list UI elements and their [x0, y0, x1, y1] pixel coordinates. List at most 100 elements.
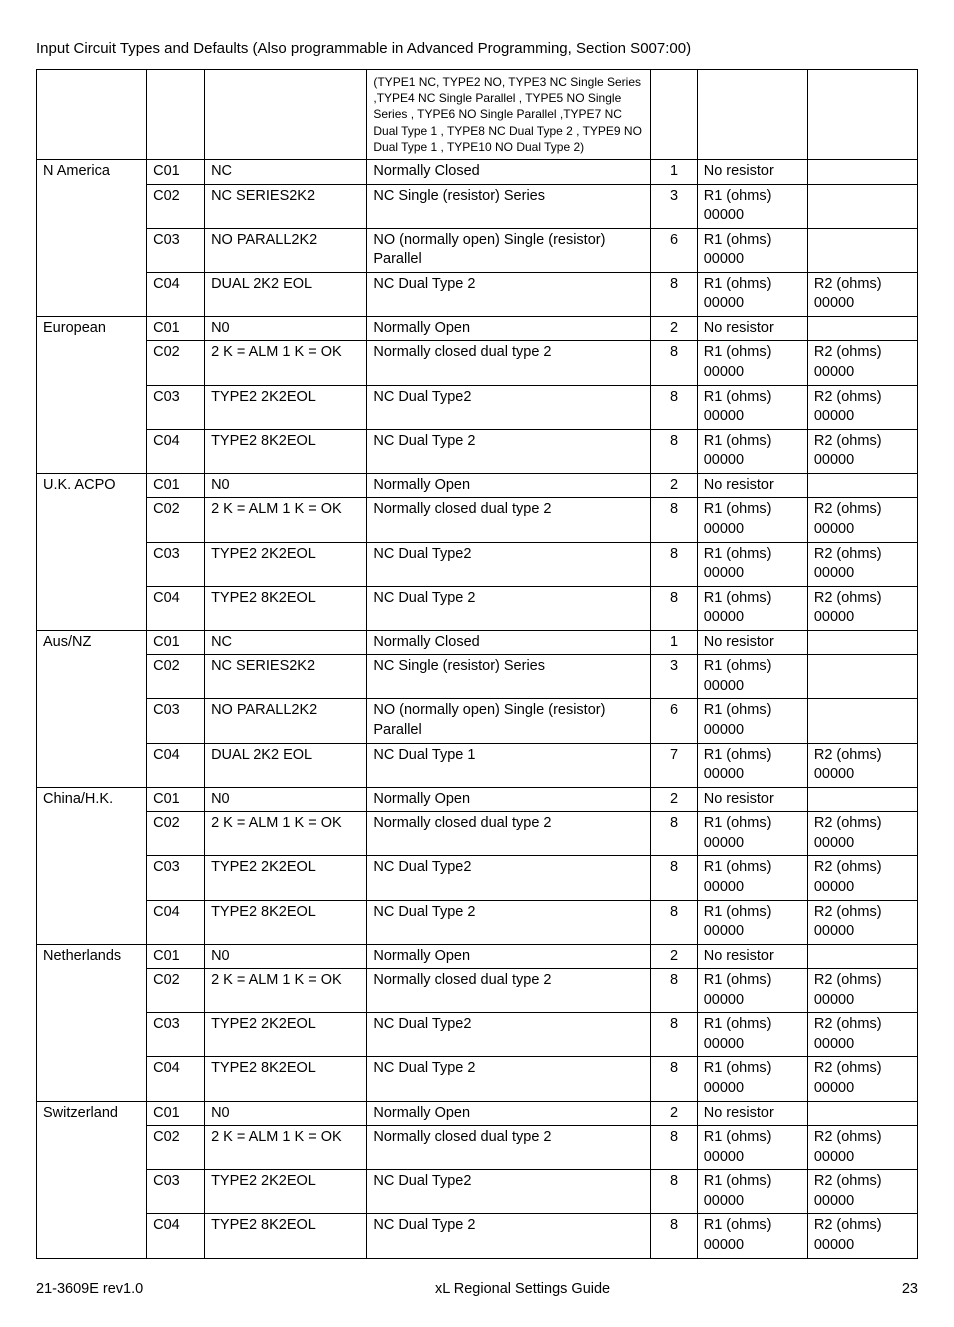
cell-code: C01	[147, 316, 205, 341]
hdr-r2	[807, 70, 917, 160]
cell-short: 2 K = ALM 1 K = OK	[205, 498, 367, 542]
cell-num: 2	[651, 787, 697, 812]
cell-desc: Normally closed dual type 2	[367, 1126, 651, 1170]
cell-r2	[807, 630, 917, 655]
cell-code: C03	[147, 1170, 205, 1214]
cell-short: TYPE2 8K2EOL	[205, 1057, 367, 1101]
cell-r2	[807, 944, 917, 969]
cell-r2: R2 (ohms) 00000	[807, 743, 917, 787]
table-row: C022 K = ALM 1 K = OKNormally closed dua…	[37, 812, 918, 856]
cell-short: N0	[205, 1101, 367, 1126]
table-row: C03TYPE2 2K2EOLNC Dual Type28R1 (ohms) 0…	[37, 1170, 918, 1214]
cell-num: 8	[651, 812, 697, 856]
cell-r1: R1 (ohms) 00000	[697, 699, 807, 743]
cell-short: NC SERIES2K2	[205, 184, 367, 228]
cell-desc: NC Dual Type2	[367, 385, 651, 429]
cell-r1: R1 (ohms) 00000	[697, 856, 807, 900]
cell-num: 8	[651, 1057, 697, 1101]
cell-r2	[807, 787, 917, 812]
cell-code: C01	[147, 1101, 205, 1126]
cell-desc: NC Dual Type2	[367, 542, 651, 586]
hdr-num	[651, 70, 697, 160]
cell-region: U.K. ACPO	[37, 473, 147, 630]
cell-r2: R2 (ohms) 00000	[807, 812, 917, 856]
cell-region: Aus/NZ	[37, 630, 147, 787]
cell-desc: Normally Open	[367, 944, 651, 969]
cell-r1: R1 (ohms) 00000	[697, 498, 807, 542]
cell-short: NO PARALL2K2	[205, 699, 367, 743]
cell-short: TYPE2 8K2EOL	[205, 429, 367, 473]
cell-num: 7	[651, 743, 697, 787]
table-row: C022 K = ALM 1 K = OKNormally closed dua…	[37, 969, 918, 1013]
cell-short: TYPE2 2K2EOL	[205, 542, 367, 586]
cell-desc: Normally Open	[367, 473, 651, 498]
cell-short: DUAL 2K2 EOL	[205, 743, 367, 787]
table-row: C04DUAL 2K2 EOLNC Dual Type 28R1 (ohms) …	[37, 272, 918, 316]
hdr-short	[205, 70, 367, 160]
cell-r1: R1 (ohms) 00000	[697, 272, 807, 316]
cell-code: C04	[147, 429, 205, 473]
cell-r2	[807, 655, 917, 699]
cell-short: N0	[205, 787, 367, 812]
cell-short: TYPE2 8K2EOL	[205, 900, 367, 944]
cell-r1: R1 (ohms) 00000	[697, 586, 807, 630]
cell-r1: R1 (ohms) 00000	[697, 341, 807, 385]
cell-num: 8	[651, 429, 697, 473]
cell-code: C02	[147, 655, 205, 699]
cell-r1: No resistor	[697, 159, 807, 184]
cell-short: 2 K = ALM 1 K = OK	[205, 341, 367, 385]
cell-r2: R2 (ohms) 00000	[807, 272, 917, 316]
cell-code: C03	[147, 228, 205, 272]
cell-num: 8	[651, 856, 697, 900]
table-row: N AmericaC01NCNormally Closed1No resisto…	[37, 159, 918, 184]
cell-desc: NC Dual Type 2	[367, 1214, 651, 1258]
cell-short: DUAL 2K2 EOL	[205, 272, 367, 316]
cell-r1: No resistor	[697, 316, 807, 341]
cell-desc: Normally Closed	[367, 159, 651, 184]
cell-r2: R2 (ohms) 00000	[807, 542, 917, 586]
cell-num: 8	[651, 1170, 697, 1214]
cell-short: 2 K = ALM 1 K = OK	[205, 969, 367, 1013]
cell-code: C03	[147, 699, 205, 743]
footer-left: 21-3609E rev1.0	[36, 1281, 143, 1297]
cell-code: C04	[147, 900, 205, 944]
table-row: C03TYPE2 2K2EOLNC Dual Type28R1 (ohms) 0…	[37, 542, 918, 586]
cell-code: C02	[147, 498, 205, 542]
cell-short: N0	[205, 316, 367, 341]
cell-r1: No resistor	[697, 630, 807, 655]
cell-region: Switzerland	[37, 1101, 147, 1258]
cell-short: 2 K = ALM 1 K = OK	[205, 812, 367, 856]
cell-r2	[807, 228, 917, 272]
table-row: C04TYPE2 8K2EOLNC Dual Type 28R1 (ohms) …	[37, 900, 918, 944]
cell-region: N America	[37, 159, 147, 316]
cell-r1: No resistor	[697, 473, 807, 498]
cell-region: European	[37, 316, 147, 473]
cell-code: C01	[147, 787, 205, 812]
table-row: C022 K = ALM 1 K = OKNormally closed dua…	[37, 341, 918, 385]
table-row: C03TYPE2 2K2EOLNC Dual Type28R1 (ohms) 0…	[37, 856, 918, 900]
table-row: C022 K = ALM 1 K = OKNormally closed dua…	[37, 498, 918, 542]
cell-r1: No resistor	[697, 787, 807, 812]
cell-r1: R1 (ohms) 00000	[697, 542, 807, 586]
cell-code: C01	[147, 630, 205, 655]
cell-short: N0	[205, 944, 367, 969]
cell-short: TYPE2 8K2EOL	[205, 1214, 367, 1258]
cell-code: C04	[147, 586, 205, 630]
cell-num: 8	[651, 498, 697, 542]
table-row: C022 K = ALM 1 K = OKNormally closed dua…	[37, 1126, 918, 1170]
cell-desc: Normally closed dual type 2	[367, 812, 651, 856]
cell-desc: NC Dual Type2	[367, 856, 651, 900]
cell-r2: R2 (ohms) 00000	[807, 498, 917, 542]
cell-r1: R1 (ohms) 00000	[697, 900, 807, 944]
cell-desc: Normally Open	[367, 1101, 651, 1126]
cell-code: C02	[147, 969, 205, 1013]
cell-region: Netherlands	[37, 944, 147, 1101]
cell-desc: NC Single (resistor) Series	[367, 184, 651, 228]
footer-right: 23	[902, 1281, 918, 1297]
cell-r1: R1 (ohms) 00000	[697, 969, 807, 1013]
cell-num: 2	[651, 1101, 697, 1126]
cell-desc: NO (normally open) Single (resistor) Par…	[367, 228, 651, 272]
cell-r1: R1 (ohms) 00000	[697, 655, 807, 699]
cell-num: 8	[651, 341, 697, 385]
cell-r2: R2 (ohms) 00000	[807, 969, 917, 1013]
